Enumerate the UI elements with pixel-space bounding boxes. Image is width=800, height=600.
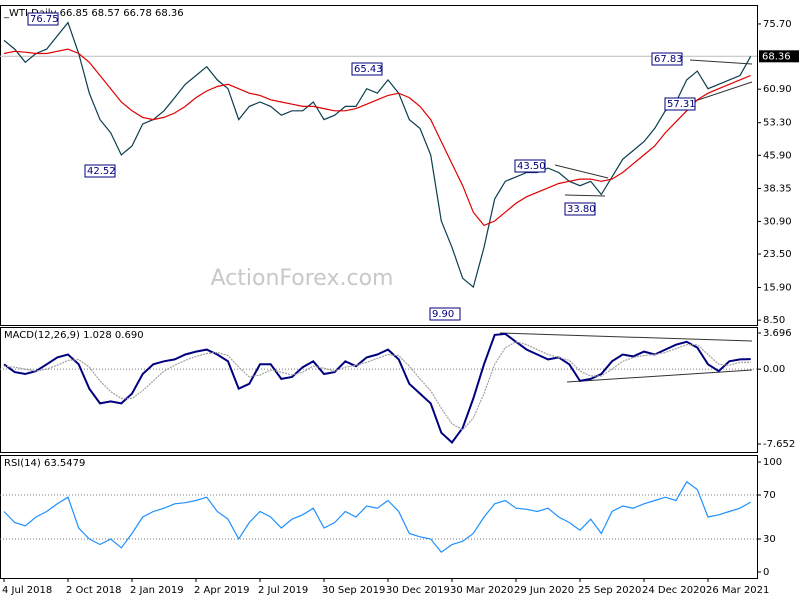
annotation-label: 65.43 [354,64,383,75]
x-tick-label: 2 Jul 2019 [258,585,308,596]
x-tick-label: 25 Sep 2020 [578,585,641,596]
y-tick-label: 70 [763,490,776,501]
annotation-box [429,307,461,321]
panel-frame [0,455,758,579]
trend-lines [499,59,753,383]
annotation-label: 67.83 [654,54,683,65]
y-tick-label: 60.90 [763,84,792,95]
trend-line [689,59,753,65]
trend-line [554,164,609,179]
y-tick-label: 0.00 [763,364,785,375]
annotation-box [84,164,116,178]
x-tick-label: 26 Mar 2021 [706,585,769,596]
x-tick-label: 30 Dec 2019 [386,585,450,596]
watermark: ActionForex.com [211,266,394,291]
annotation-label: 43.50 [517,161,546,172]
x-tick-label: 4 Jul 2018 [2,585,52,596]
annotation-label: 9.90 [432,309,454,320]
y-tick-label: 75.70 [763,19,792,30]
annotation-label: 33.80 [567,204,596,215]
x-tick-label: 2 Oct 2018 [66,585,121,596]
y-tick-label: 30 [763,534,776,545]
y-tick-label: 0 [763,567,769,578]
series-line [3,341,751,431]
annotation-label: 57.31 [667,99,696,110]
y-tick-label: 30.90 [763,216,792,227]
trend-line [566,369,753,383]
y-tick-label: 8.50 [763,315,785,326]
x-tick-label: 30 Sep 2019 [322,585,385,596]
y-tick-label: 15.90 [763,283,792,294]
y-tick-label: 100 [763,457,782,468]
y-tick-label: 3.696 [763,328,792,339]
y-tick-label: 23.50 [763,249,792,260]
trend-line [694,81,753,102]
series-line [3,21,752,289]
trend-line [564,194,606,197]
series-line [3,480,751,554]
panel-frame [0,327,758,453]
annotation-label: 42.52 [87,166,116,177]
panel-title: RSI(14) 63.5479 [4,458,85,469]
x-tick-label: 29 Jun 2020 [514,585,574,596]
x-tick-label: 2 Jan 2019 [130,585,184,596]
x-tick-label: 2 Apr 2019 [194,585,249,596]
panel-frame [0,5,758,326]
panel-title: _WTI,Daily 66.85 68.57 66.78 68.36 [3,8,184,19]
annotation-box [27,12,59,26]
y-tick-label: 45.90 [763,150,792,161]
annotation-box [651,52,683,66]
y-tick-label: -7.652 [763,439,795,450]
annotation-label: 76.75 [30,14,59,25]
y-tick-label: 53.30 [763,118,792,129]
annotation-box [564,202,596,216]
y-tick-label: 38.35 [763,184,792,195]
series-line [3,48,751,227]
last-price-box [759,50,799,63]
panel-title: MACD(12,26,9) 1.028 0.690 [4,330,144,341]
x-tick-label: 24 Dec 2020 [642,585,706,596]
x-tick-label: 30 Mar 2020 [450,585,513,596]
last-price-label: 68.36 [762,51,791,62]
series-line [3,332,751,444]
annotation-box [664,97,696,111]
trend-line [499,332,753,342]
annotation-box [514,159,546,173]
annotation-box [351,62,383,76]
